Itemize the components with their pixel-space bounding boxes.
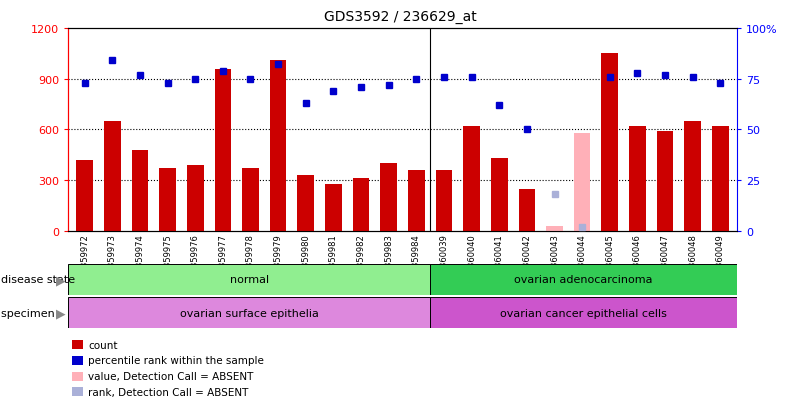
Text: GDS3592 / 236629_at: GDS3592 / 236629_at	[324, 10, 477, 24]
Text: specimen: specimen	[1, 308, 58, 318]
Bar	[187, 166, 203, 231]
Text: ovarian adenocarcinoma: ovarian adenocarcinoma	[514, 275, 653, 285]
Bar	[430, 264, 737, 295]
Text: ▶: ▶	[56, 306, 66, 319]
Bar	[380, 164, 397, 231]
Bar	[436, 171, 453, 231]
Bar	[712, 127, 729, 231]
Bar	[76, 160, 93, 231]
Bar	[546, 226, 563, 231]
Bar	[68, 264, 430, 295]
Bar	[463, 127, 480, 231]
Text: ▶: ▶	[56, 273, 66, 286]
Bar	[297, 176, 314, 231]
Bar	[270, 61, 287, 231]
Bar	[131, 150, 148, 231]
Text: normal: normal	[230, 275, 269, 285]
Text: ovarian surface epithelia: ovarian surface epithelia	[179, 308, 319, 318]
Bar	[325, 184, 342, 231]
Bar	[104, 122, 121, 231]
Bar	[408, 171, 425, 231]
Text: rank, Detection Call = ABSENT: rank, Detection Call = ABSENT	[88, 387, 248, 397]
Bar	[629, 127, 646, 231]
Bar	[657, 132, 674, 231]
Text: disease state: disease state	[1, 275, 78, 285]
Bar	[684, 122, 701, 231]
Text: count: count	[88, 340, 118, 350]
Bar	[352, 179, 369, 231]
Bar	[574, 133, 590, 231]
Bar	[518, 189, 535, 231]
Bar	[159, 169, 176, 231]
Bar	[430, 297, 737, 328]
Bar	[68, 297, 430, 328]
Text: ovarian cancer epithelial cells: ovarian cancer epithelial cells	[500, 308, 667, 318]
Text: value, Detection Call = ABSENT: value, Detection Call = ABSENT	[88, 371, 253, 381]
Bar	[602, 54, 618, 231]
Bar	[491, 159, 508, 231]
Bar	[242, 169, 259, 231]
Text: percentile rank within the sample: percentile rank within the sample	[88, 356, 264, 366]
Bar	[215, 69, 231, 231]
